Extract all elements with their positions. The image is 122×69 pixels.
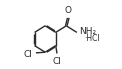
Text: ·HCl: ·HCl (84, 34, 100, 43)
Text: NH₂: NH₂ (80, 27, 97, 36)
Text: Cl: Cl (23, 50, 32, 59)
Text: Cl: Cl (53, 57, 61, 67)
Text: O: O (65, 6, 72, 15)
